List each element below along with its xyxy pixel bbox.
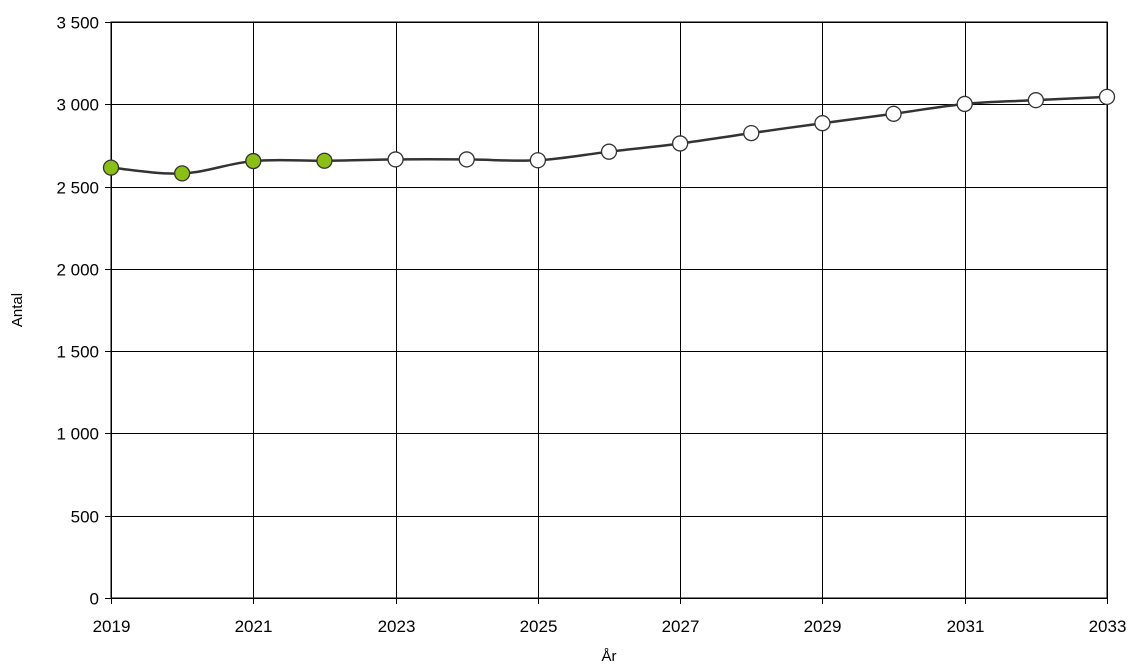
data-point	[956, 95, 973, 113]
data-point	[671, 135, 689, 152]
y-tick-label: 3 000	[56, 96, 99, 115]
y-tick-label: 1 500	[56, 343, 99, 362]
x-tick-label: 2019	[93, 617, 131, 636]
x-tick-label: 2021	[235, 617, 273, 636]
data-point	[387, 151, 404, 168]
data-point	[316, 152, 333, 169]
x-tick-label: 2027	[662, 617, 700, 636]
y-axis-title: Antal	[9, 293, 26, 327]
x-tick-label: 2033	[1089, 617, 1127, 636]
y-tick-label: 2 500	[56, 179, 99, 198]
x-axis-title: År	[602, 648, 617, 665]
y-tick-label: 500	[71, 508, 99, 527]
data-point	[814, 115, 831, 132]
x-axis-ticks: 2019 2021 2023 2025 2027 2029 2031 2033	[93, 598, 1127, 636]
data-point	[1027, 92, 1045, 109]
y-tick-label: 1 000	[56, 425, 99, 444]
data-point	[458, 151, 475, 168]
x-tick-label: 2025	[520, 617, 558, 636]
y-tick-label: 3 500	[56, 14, 99, 33]
x-tick-label: 2031	[947, 617, 985, 636]
data-point	[600, 143, 618, 160]
data-point	[1098, 88, 1116, 106]
data-point	[885, 105, 902, 122]
y-axis-ticks: 0 500 1 000 1 500 2 000 2 500 3 000 3 500	[56, 14, 111, 609]
data-point	[173, 165, 191, 182]
plot-area-border	[110, 21, 1108, 599]
x-tick-label: 2029	[804, 617, 842, 636]
x-tick-label: 2023	[378, 617, 416, 636]
y-tick-label: 2 000	[56, 261, 99, 280]
data-point	[245, 152, 262, 170]
series-group	[102, 88, 1116, 182]
y-tick-label: 0	[90, 590, 99, 609]
data-point	[529, 152, 547, 169]
data-point	[102, 159, 120, 176]
grid-lines	[110, 21, 1108, 599]
data-point	[743, 124, 760, 142]
